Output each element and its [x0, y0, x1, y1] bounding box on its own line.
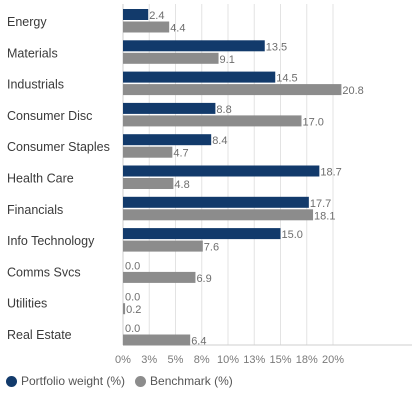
- bar-benchmark: [123, 146, 173, 158]
- value-label-benchmark: 9.1: [220, 54, 235, 66]
- x-tick-label: 18%: [296, 354, 318, 366]
- category-label: Comms Svcs: [7, 265, 81, 279]
- x-tick-label: 0%: [115, 354, 131, 366]
- x-tick-label: 15%: [269, 354, 291, 366]
- value-label-benchmark: 0.2: [126, 304, 141, 316]
- value-label-portfolio: 0.0: [125, 292, 140, 304]
- category-label: Consumer Staples: [7, 140, 110, 154]
- category-label: Info Technology: [7, 234, 95, 248]
- value-label-portfolio: 0.0: [125, 260, 140, 272]
- bar-portfolio: [123, 134, 212, 146]
- bar-portfolio: [123, 165, 320, 177]
- legend: Portfolio weight (%) Benchmark (%): [6, 374, 243, 388]
- value-label-portfolio: 15.0: [282, 229, 303, 241]
- value-labels: 2.4 4.4 13.5 9.1 14.5 20.8 8.8 17.0 8.4 4.7 18.7 4.…: [125, 10, 364, 348]
- category-labels: Energy Materials Industrials Consumer Disc C…: [7, 15, 110, 342]
- value-label-benchmark: 20.8: [342, 85, 363, 97]
- category-label: Consumer Disc: [7, 109, 92, 123]
- category-label: Financials: [7, 203, 63, 217]
- x-tick-label: 13%: [243, 354, 265, 366]
- value-label-portfolio: 2.4: [149, 10, 164, 22]
- category-label: Materials: [7, 46, 58, 60]
- bar-portfolio: [123, 196, 309, 208]
- value-label-portfolio: 8.8: [216, 104, 231, 116]
- x-axis-ticks: 0% 3% 5% 8% 10% 13% 15% 18% 20%: [115, 354, 344, 366]
- category-label: Utilities: [7, 297, 47, 311]
- bar-benchmark: [123, 21, 170, 33]
- bar-benchmark: [123, 240, 203, 252]
- sector-weights-chart: Energy Materials Industrials Consumer Disc C…: [7, 4, 412, 366]
- value-label-portfolio: 0.0: [125, 323, 140, 335]
- legend-dot-benchmark: [135, 375, 147, 387]
- bar-portfolio: [123, 228, 281, 240]
- bar-portfolio: [123, 102, 216, 114]
- legend-item-benchmark: Benchmark (%): [135, 374, 233, 388]
- legend-label-benchmark: Benchmark (%): [150, 374, 233, 388]
- bar-benchmark: [123, 115, 302, 127]
- bar-benchmark: [123, 52, 219, 64]
- value-label-benchmark: 4.4: [170, 23, 185, 35]
- legend-dot-portfolio: [6, 375, 17, 387]
- category-label: Real Estate: [7, 328, 72, 342]
- value-label-benchmark: 4.7: [173, 148, 188, 160]
- value-label-portfolio: 18.7: [320, 167, 341, 179]
- x-tick-label: 20%: [322, 354, 344, 366]
- category-label: Energy: [7, 15, 47, 29]
- value-label-benchmark: 17.0: [303, 116, 324, 128]
- bars: [123, 9, 342, 346]
- value-label-portfolio: 17.7: [310, 198, 331, 210]
- x-tick-label: 10%: [217, 354, 239, 366]
- value-label-portfolio: 8.4: [212, 135, 227, 147]
- bar-portfolio: [123, 71, 276, 83]
- value-label-benchmark: 6.9: [196, 273, 211, 285]
- x-tick-label: 8%: [194, 354, 210, 366]
- x-tick-label: 5%: [168, 354, 184, 366]
- bar-benchmark: [123, 303, 126, 315]
- bar-benchmark: [123, 209, 314, 221]
- value-label-portfolio: 13.5: [266, 41, 287, 53]
- value-label-portfolio: 14.5: [276, 73, 297, 85]
- bar-benchmark: [123, 84, 342, 96]
- bar-benchmark: [123, 178, 174, 189]
- legend-label-portfolio: Portfolio weight (%): [21, 374, 126, 388]
- bar-benchmark: [123, 271, 196, 283]
- bar-portfolio: [123, 40, 265, 52]
- legend-item-portfolio: Portfolio weight (%): [6, 374, 125, 388]
- category-label: Health Care: [7, 172, 74, 186]
- x-tick-label: 3%: [141, 354, 157, 366]
- value-label-benchmark: 18.1: [314, 210, 335, 222]
- bar-benchmark: [123, 334, 191, 346]
- value-label-benchmark: 4.8: [174, 179, 189, 191]
- bar-portfolio: [123, 9, 149, 20]
- category-label: Industrials: [7, 78, 64, 92]
- value-label-benchmark: 7.6: [204, 242, 219, 254]
- value-label-benchmark: 6.4: [191, 336, 206, 348]
